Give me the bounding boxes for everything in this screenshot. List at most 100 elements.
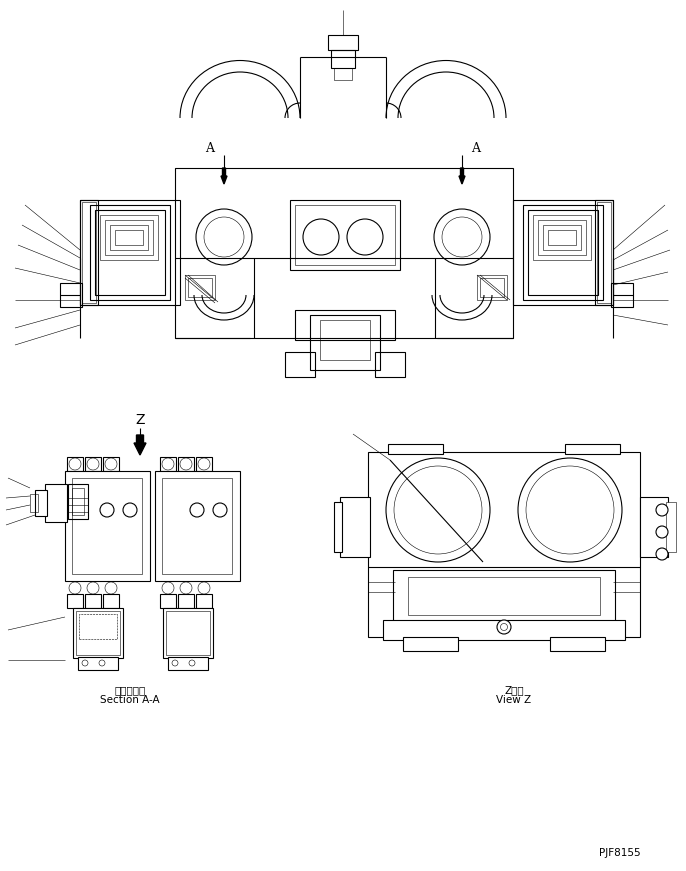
Bar [95,210,165,295]
Circle shape [213,503,227,517]
Bar [163,608,213,658]
Circle shape [87,582,99,594]
Bar [595,200,613,305]
Bar [368,452,640,637]
Bar [90,205,170,300]
Bar [513,200,613,305]
Circle shape [198,458,210,470]
Bar [611,283,633,307]
Bar [168,657,208,670]
Bar [523,205,603,300]
Text: A: A [206,141,215,154]
Bar [403,637,458,651]
Text: PJF8155: PJF8155 [599,848,641,858]
Bar [80,200,98,305]
Text: Z　視: Z 視 [504,685,524,695]
Bar [178,594,194,608]
Bar [73,608,123,658]
Circle shape [198,582,210,594]
Bar [666,502,676,552]
Bar [162,478,232,574]
Bar [320,320,370,360]
Bar [160,457,176,471]
Circle shape [105,458,117,470]
Text: Z: Z [135,413,145,427]
Bar [85,594,101,608]
Circle shape [180,582,192,594]
Circle shape [162,458,174,470]
Circle shape [82,660,88,666]
Circle shape [501,624,508,631]
Bar [72,488,84,515]
Bar [393,570,615,622]
Bar [334,502,342,552]
Bar [175,168,513,338]
Bar [640,497,668,557]
Bar [45,484,67,522]
Bar [565,444,620,454]
Bar [60,283,82,307]
Bar [30,494,38,512]
Text: 断面Ａ－Ａ: 断面Ａ－Ａ [115,685,145,695]
Circle shape [518,458,622,562]
Bar [79,614,117,639]
Bar [76,611,120,655]
Bar [160,594,176,608]
Bar [328,35,358,50]
Circle shape [656,548,668,560]
FancyArrow shape [221,168,227,184]
Bar [477,275,507,300]
Circle shape [123,503,137,517]
Bar [35,490,47,516]
Bar [103,594,119,608]
Bar [185,275,215,300]
Circle shape [172,660,178,666]
Bar [188,278,212,297]
Bar [550,637,605,651]
Bar [533,215,591,260]
Circle shape [497,620,511,634]
Bar [548,230,576,245]
Circle shape [99,660,105,666]
Circle shape [656,504,668,516]
Bar [178,457,194,471]
Circle shape [69,458,81,470]
FancyArrow shape [134,435,146,455]
Bar [285,352,315,377]
Circle shape [190,503,204,517]
Circle shape [386,458,490,562]
Bar [105,220,153,255]
Bar [85,457,101,471]
Text: View Z: View Z [497,695,532,705]
Bar [196,457,212,471]
Bar [68,484,88,519]
Circle shape [180,458,192,470]
Bar [528,210,598,295]
Bar [538,220,586,255]
Bar [480,278,504,297]
Circle shape [189,660,195,666]
Bar [115,230,143,245]
Bar [295,310,395,340]
Bar [166,611,210,655]
Bar [388,444,443,454]
Circle shape [100,503,114,517]
Circle shape [394,466,482,554]
Circle shape [87,458,99,470]
Bar [290,200,400,270]
Bar [543,225,581,250]
Bar [331,50,355,68]
Bar [375,352,405,377]
Bar [408,577,600,615]
FancyArrow shape [459,168,465,184]
Circle shape [69,582,81,594]
Bar [295,205,395,265]
Bar [310,315,380,370]
Bar [196,594,212,608]
Bar [155,471,240,581]
Bar [103,457,119,471]
Circle shape [656,526,668,538]
Bar [110,225,148,250]
Bar [65,471,150,581]
Circle shape [162,582,174,594]
